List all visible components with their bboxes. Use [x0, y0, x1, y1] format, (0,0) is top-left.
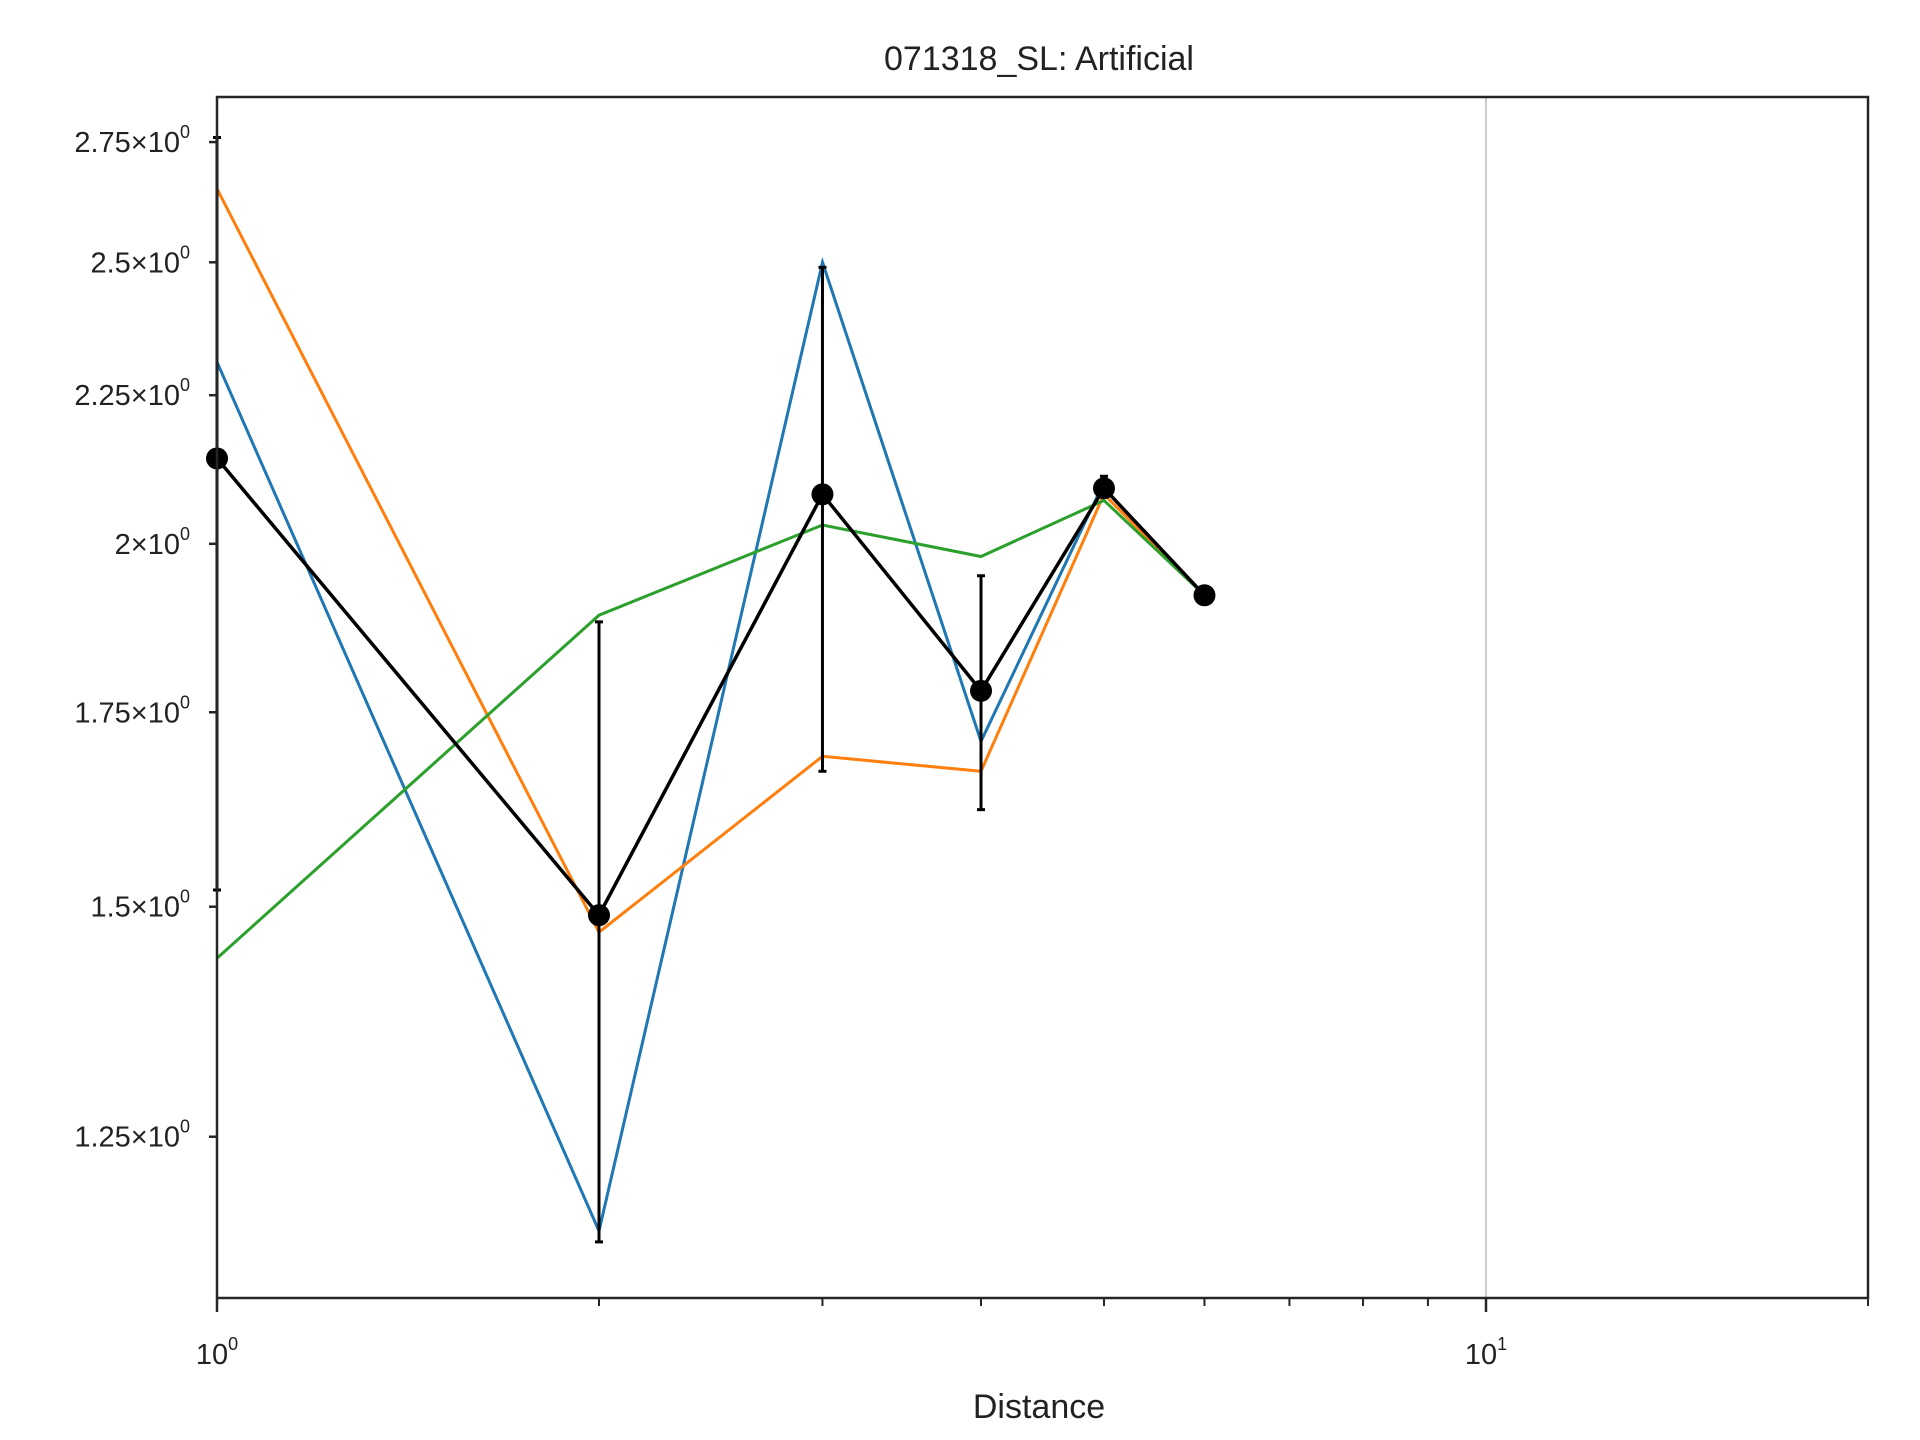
y-tick-label: 2×100 — [115, 524, 190, 561]
y-tick-label: 2.25×100 — [74, 375, 190, 412]
y-tick-label: 2.5×100 — [90, 242, 190, 279]
mean-data-point — [970, 679, 993, 702]
y-tick-label: 2.75×100 — [74, 122, 190, 159]
plot-frame — [215, 95, 1870, 1300]
x-tick-label: 100 — [196, 1334, 238, 1371]
chart-title: 071318_SL: Artificial — [884, 40, 1194, 78]
mean-data-point — [588, 904, 611, 927]
y-tick-label: 1.75×100 — [74, 692, 190, 729]
mean-data-point — [1092, 477, 1115, 500]
series-line-3 — [215, 498, 1206, 960]
y-tick-label: 1.25×100 — [74, 1117, 190, 1154]
mean-series-line — [215, 457, 1206, 919]
mean-data-point — [1193, 584, 1216, 607]
series-line-2 — [215, 188, 1206, 935]
x-tick-label: 101 — [1465, 1334, 1507, 1371]
series-line-1 — [215, 256, 1106, 1236]
plot-area: 100 101 1.25×100 1.5×100 1.75×100 2×100 2.25×1… — [74, 95, 1870, 1371]
x-axis-label: Distance — [973, 1388, 1105, 1426]
y-tick-label: 1.5×100 — [90, 887, 190, 924]
mean-data-point — [811, 483, 834, 506]
